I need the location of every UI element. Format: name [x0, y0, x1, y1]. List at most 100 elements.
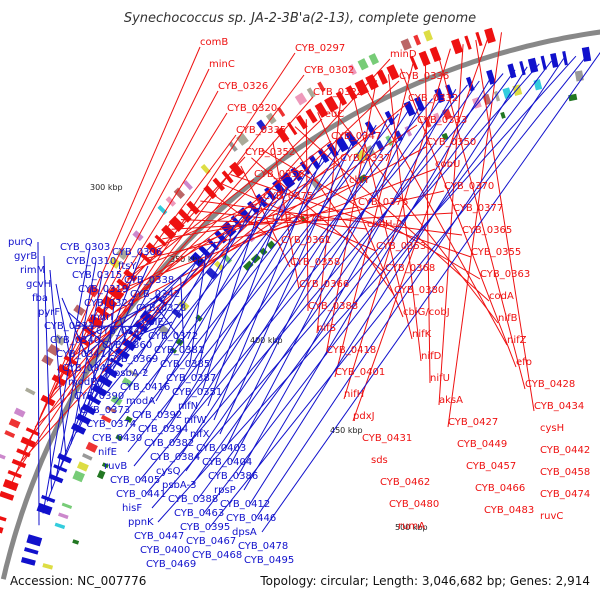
feature-block — [423, 29, 433, 42]
gene-label-reverse: CYB_0412 — [220, 499, 270, 510]
gene-label-reverse: gcvH — [26, 279, 51, 290]
gene-label-forward: CYB_0480 — [389, 499, 439, 510]
feature-block — [418, 50, 431, 67]
leader-line-forward — [79, 134, 237, 345]
gene-label-forward: CYB_0358 — [290, 257, 340, 268]
gene-label-reverse: CYB_0310 — [66, 256, 116, 267]
gene-label-reverse: CYB_0373 — [80, 405, 130, 416]
feature-block — [466, 76, 475, 92]
gene-label-reverse: CYB_0446 — [226, 513, 276, 524]
gene-label-reverse: CYB_0328 — [136, 303, 186, 314]
gene-label-reverse: CYB_0495 — [244, 555, 294, 566]
feature-block — [72, 470, 85, 483]
gene-label-forward: CYB_0383 — [308, 301, 358, 312]
leader-line-reverse — [133, 98, 433, 467]
leader-line-reverse — [243, 76, 492, 491]
gene-label-forward: CYB_0353 — [376, 241, 426, 252]
feature-block — [385, 135, 394, 147]
leader-line-forward — [305, 119, 309, 312]
gene-label-forward: cbiG/cobJ — [403, 307, 450, 318]
gene-label-reverse: CYB_0392 — [132, 410, 182, 421]
leader-line-reverse — [76, 279, 155, 434]
feature-block — [286, 121, 298, 136]
gene-label-reverse: CYB_0349 — [96, 326, 146, 337]
leader-line-reverse — [197, 69, 516, 500]
gene-label-forward: CYB_0332 — [408, 93, 458, 104]
feature-block — [394, 130, 404, 142]
topology-label: Topology: circular; Length: 3,046,682 bp… — [259, 574, 590, 588]
leader-line-reverse — [93, 293, 161, 400]
feature-block — [8, 418, 21, 429]
gene-label-reverse: CYB_0416 — [120, 382, 170, 393]
gene-label-forward: CYB_0376 — [358, 197, 408, 208]
gene-label-forward: CYB_0474 — [540, 489, 590, 500]
gene-label-reverse: CYB_0405 — [110, 475, 160, 486]
gene-label-reverse: CYB_0319 — [78, 284, 128, 295]
feature-block — [61, 502, 73, 509]
leader-line-forward — [424, 58, 431, 384]
leader-line-forward — [294, 126, 490, 302]
feature-block — [500, 111, 506, 119]
gene-labels: comB CYB_0297 minD minC CYB_0302 CYB_0336 CYB_… — [8, 37, 590, 570]
gene-label-forward: CYB_0449 — [457, 439, 507, 450]
gene-label-forward: codA — [489, 291, 514, 302]
feature-block — [243, 260, 254, 271]
gene-label-reverse: gyrB — [14, 251, 37, 262]
gene-label-forward: CYB_0431 — [362, 433, 412, 444]
leader-line-forward — [272, 141, 300, 290]
leader-line-reverse — [219, 136, 355, 435]
leader-line-reverse — [249, 66, 528, 505]
gene-label-forward: CYB_0350 — [426, 137, 476, 148]
map-title: Synechococcus sp. JA-2-3B'a(2-13), compl… — [124, 11, 476, 26]
feature-block — [168, 215, 185, 232]
gene-label-forward: CYB_0427 — [448, 417, 498, 428]
gene-label-reverse: CYB_0315 — [72, 270, 122, 281]
gene-label-reverse: purQ — [8, 237, 33, 248]
gene-label-reverse: CYB_0382 — [144, 438, 194, 449]
feature-block — [357, 58, 369, 71]
gene-label-reverse: CYB_0400 — [140, 545, 190, 556]
feature-block — [502, 87, 512, 99]
gene-label-reverse: CYB_0338 — [124, 275, 174, 286]
feature-block — [40, 394, 56, 407]
leader-line-reverse — [91, 241, 216, 369]
gene-label-reverse: CYB_0447 — [134, 531, 184, 542]
feature-block — [24, 547, 39, 555]
gene-label-forward: nifZ — [507, 335, 527, 346]
gene-label-forward: CYB_0401 — [335, 367, 385, 378]
feature-block — [13, 407, 26, 418]
feature-block — [386, 64, 400, 81]
gene-label-reverse: pyrF — [38, 307, 60, 318]
leader-line-forward — [240, 165, 291, 268]
gene-label-reverse: CYB_0469 — [146, 559, 196, 570]
gene-label-reverse: CYB_0340 — [50, 335, 100, 346]
leader-line-reverse — [55, 260, 97, 479]
gene-label-reverse: CYB_0394 — [138, 424, 188, 435]
feature-block — [25, 427, 40, 437]
feature-block — [414, 96, 426, 112]
feature-block — [132, 230, 144, 242]
feature-block — [173, 187, 185, 199]
gene-label-reverse: modB — [68, 377, 97, 388]
gene-label-forward: CYB_0361 — [281, 235, 331, 246]
feature-block — [306, 87, 316, 99]
gene-label-forward: aksA — [439, 395, 463, 406]
leader-line-reverse — [70, 274, 103, 445]
tick-label: 350 kbp — [170, 255, 203, 264]
feature-block — [442, 108, 453, 121]
gene-label-forward: CYB_0366 — [299, 279, 349, 290]
leader-line-reverse — [79, 296, 165, 341]
leader-line-reverse — [67, 311, 121, 358]
gene-label-forward: cbiT — [349, 175, 371, 186]
feature-block — [24, 387, 36, 396]
leader-line-reverse — [106, 302, 115, 379]
feature-block — [451, 38, 464, 55]
feature-block — [101, 462, 109, 469]
feature-block — [205, 267, 219, 280]
feature-block — [139, 310, 157, 326]
feature-block — [540, 55, 547, 70]
gene-label-reverse: CYB_0306 — [112, 247, 162, 258]
gene-label-reverse: fba — [32, 293, 48, 304]
gene-label-forward: CYB_0483 — [484, 505, 534, 516]
gene-label-reverse: CYB_0384 — [150, 452, 200, 463]
